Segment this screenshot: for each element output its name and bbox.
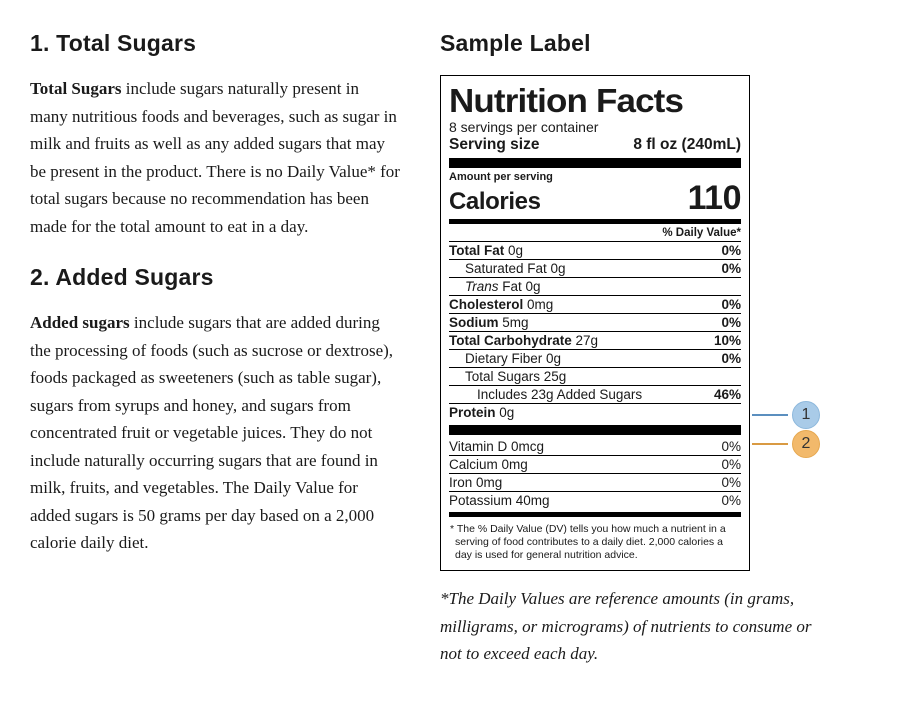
label-caption: *The Daily Values are reference amounts … [440, 585, 820, 668]
calcium-pct: 0% [721, 457, 741, 472]
row-sodium: Sodium 5mg 0% [449, 313, 741, 331]
fiber-label: Dietary Fiber 0g [449, 351, 561, 366]
left-column: 1. Total Sugars Total Sugars include sug… [30, 30, 400, 685]
row-total-sugars: Total Sugars 25g [449, 367, 741, 385]
lead-added-sugars: Added sugars [30, 313, 130, 332]
callout-1-line [752, 414, 788, 416]
trans-fat-ital: Trans [465, 279, 499, 294]
row-trans-fat: Trans Fat 0g [449, 277, 741, 295]
potassium-label: Potassium 40mg [449, 493, 550, 508]
row-total-fat: Total Fat 0g 0% [449, 241, 741, 259]
calories-label: Calories [449, 188, 541, 216]
trans-fat-rest: Fat 0g [499, 279, 541, 294]
protein-label: Protein [449, 405, 496, 420]
rest-added-sugars: include sugars that are added during the… [30, 313, 393, 552]
heading-total-sugars: 1. Total Sugars [30, 30, 400, 57]
potassium-pct: 0% [721, 493, 741, 508]
vitd-pct: 0% [721, 439, 741, 454]
paragraph-total-sugars: Total Sugars include sugars naturally pr… [30, 75, 400, 240]
row-vitd: Vitamin D 0mcg 0% [449, 438, 741, 455]
row-carb: Total Carbohydrate 27g 10% [449, 331, 741, 349]
carb-pct: 10% [714, 333, 741, 348]
row-cholesterol: Cholesterol 0mg 0% [449, 295, 741, 313]
cholesterol-amount: 0mg [523, 297, 553, 312]
sat-fat-pct: 0% [721, 261, 741, 276]
sat-fat-label: Saturated Fat 0g [449, 261, 566, 276]
rule-thick [449, 158, 741, 168]
calories-row: Calories 110 [449, 181, 741, 216]
callout-1-badge: 1 [792, 401, 820, 429]
carb-amount: 27g [572, 333, 598, 348]
row-protein: Protein 0g [449, 403, 741, 421]
total-sugars-label: Total Sugars 25g [449, 369, 566, 384]
sodium-label: Sodium [449, 315, 499, 330]
rest-total-sugars: include sugars naturally present in many… [30, 79, 400, 236]
rule-med-2 [449, 512, 741, 517]
row-calcium: Calcium 0mg 0% [449, 455, 741, 473]
carb-label: Total Carbohydrate [449, 333, 572, 348]
vitd-label: Vitamin D 0mcg [449, 439, 544, 454]
right-column: Sample Label Nutrition Facts 8 servings … [440, 30, 840, 685]
total-fat-label: Total Fat [449, 243, 504, 258]
rule-thick-2 [449, 425, 741, 435]
nf-footnote: * The % Daily Value (DV) tells you how m… [449, 520, 741, 564]
total-fat-pct: 0% [721, 243, 741, 258]
iron-pct: 0% [721, 475, 741, 490]
calories-value: 110 [688, 181, 741, 215]
nf-title: Nutrition Facts [449, 84, 759, 117]
nutrition-facts-label: Nutrition Facts 8 servings per container… [440, 75, 750, 571]
row-sat-fat: Saturated Fat 0g 0% [449, 259, 741, 277]
row-iron: Iron 0mg 0% [449, 473, 741, 491]
heading-sample-label: Sample Label [440, 30, 840, 57]
paragraph-added-sugars: Added sugars include sugars that are add… [30, 309, 400, 557]
protein-amount: 0g [496, 405, 515, 420]
callout-2: 2 [752, 430, 820, 458]
dv-header: % Daily Value* [449, 227, 741, 239]
serving-size-value: 8 fl oz (240mL) [633, 136, 741, 154]
iron-label: Iron 0mg [449, 475, 502, 490]
lead-total-sugars: Total Sugars [30, 79, 121, 98]
callout-2-badge: 2 [792, 430, 820, 458]
sodium-pct: 0% [721, 315, 741, 330]
fiber-pct: 0% [721, 351, 741, 366]
sodium-amount: 5mg [499, 315, 529, 330]
added-sugars-label: Includes 23g Added Sugars [449, 387, 642, 402]
two-column-layout: 1. Total Sugars Total Sugars include sug… [30, 30, 868, 685]
row-added-sugars: Includes 23g Added Sugars 46% [449, 385, 741, 403]
total-fat-amount: 0g [504, 243, 523, 258]
serving-size-row: Serving size 8 fl oz (240mL) [449, 136, 741, 154]
callout-2-line [752, 443, 788, 445]
row-fiber: Dietary Fiber 0g 0% [449, 349, 741, 367]
cholesterol-pct: 0% [721, 297, 741, 312]
row-potassium: Potassium 40mg 0% [449, 491, 741, 509]
servings-per-container: 8 servings per container [449, 119, 741, 135]
heading-added-sugars: 2. Added Sugars [30, 264, 400, 291]
cholesterol-label: Cholesterol [449, 297, 523, 312]
serving-size-label: Serving size [449, 136, 539, 154]
rule-med [449, 219, 741, 224]
callout-1: 1 [752, 401, 820, 429]
calcium-label: Calcium 0mg [449, 457, 528, 472]
added-sugars-pct: 46% [714, 387, 741, 402]
